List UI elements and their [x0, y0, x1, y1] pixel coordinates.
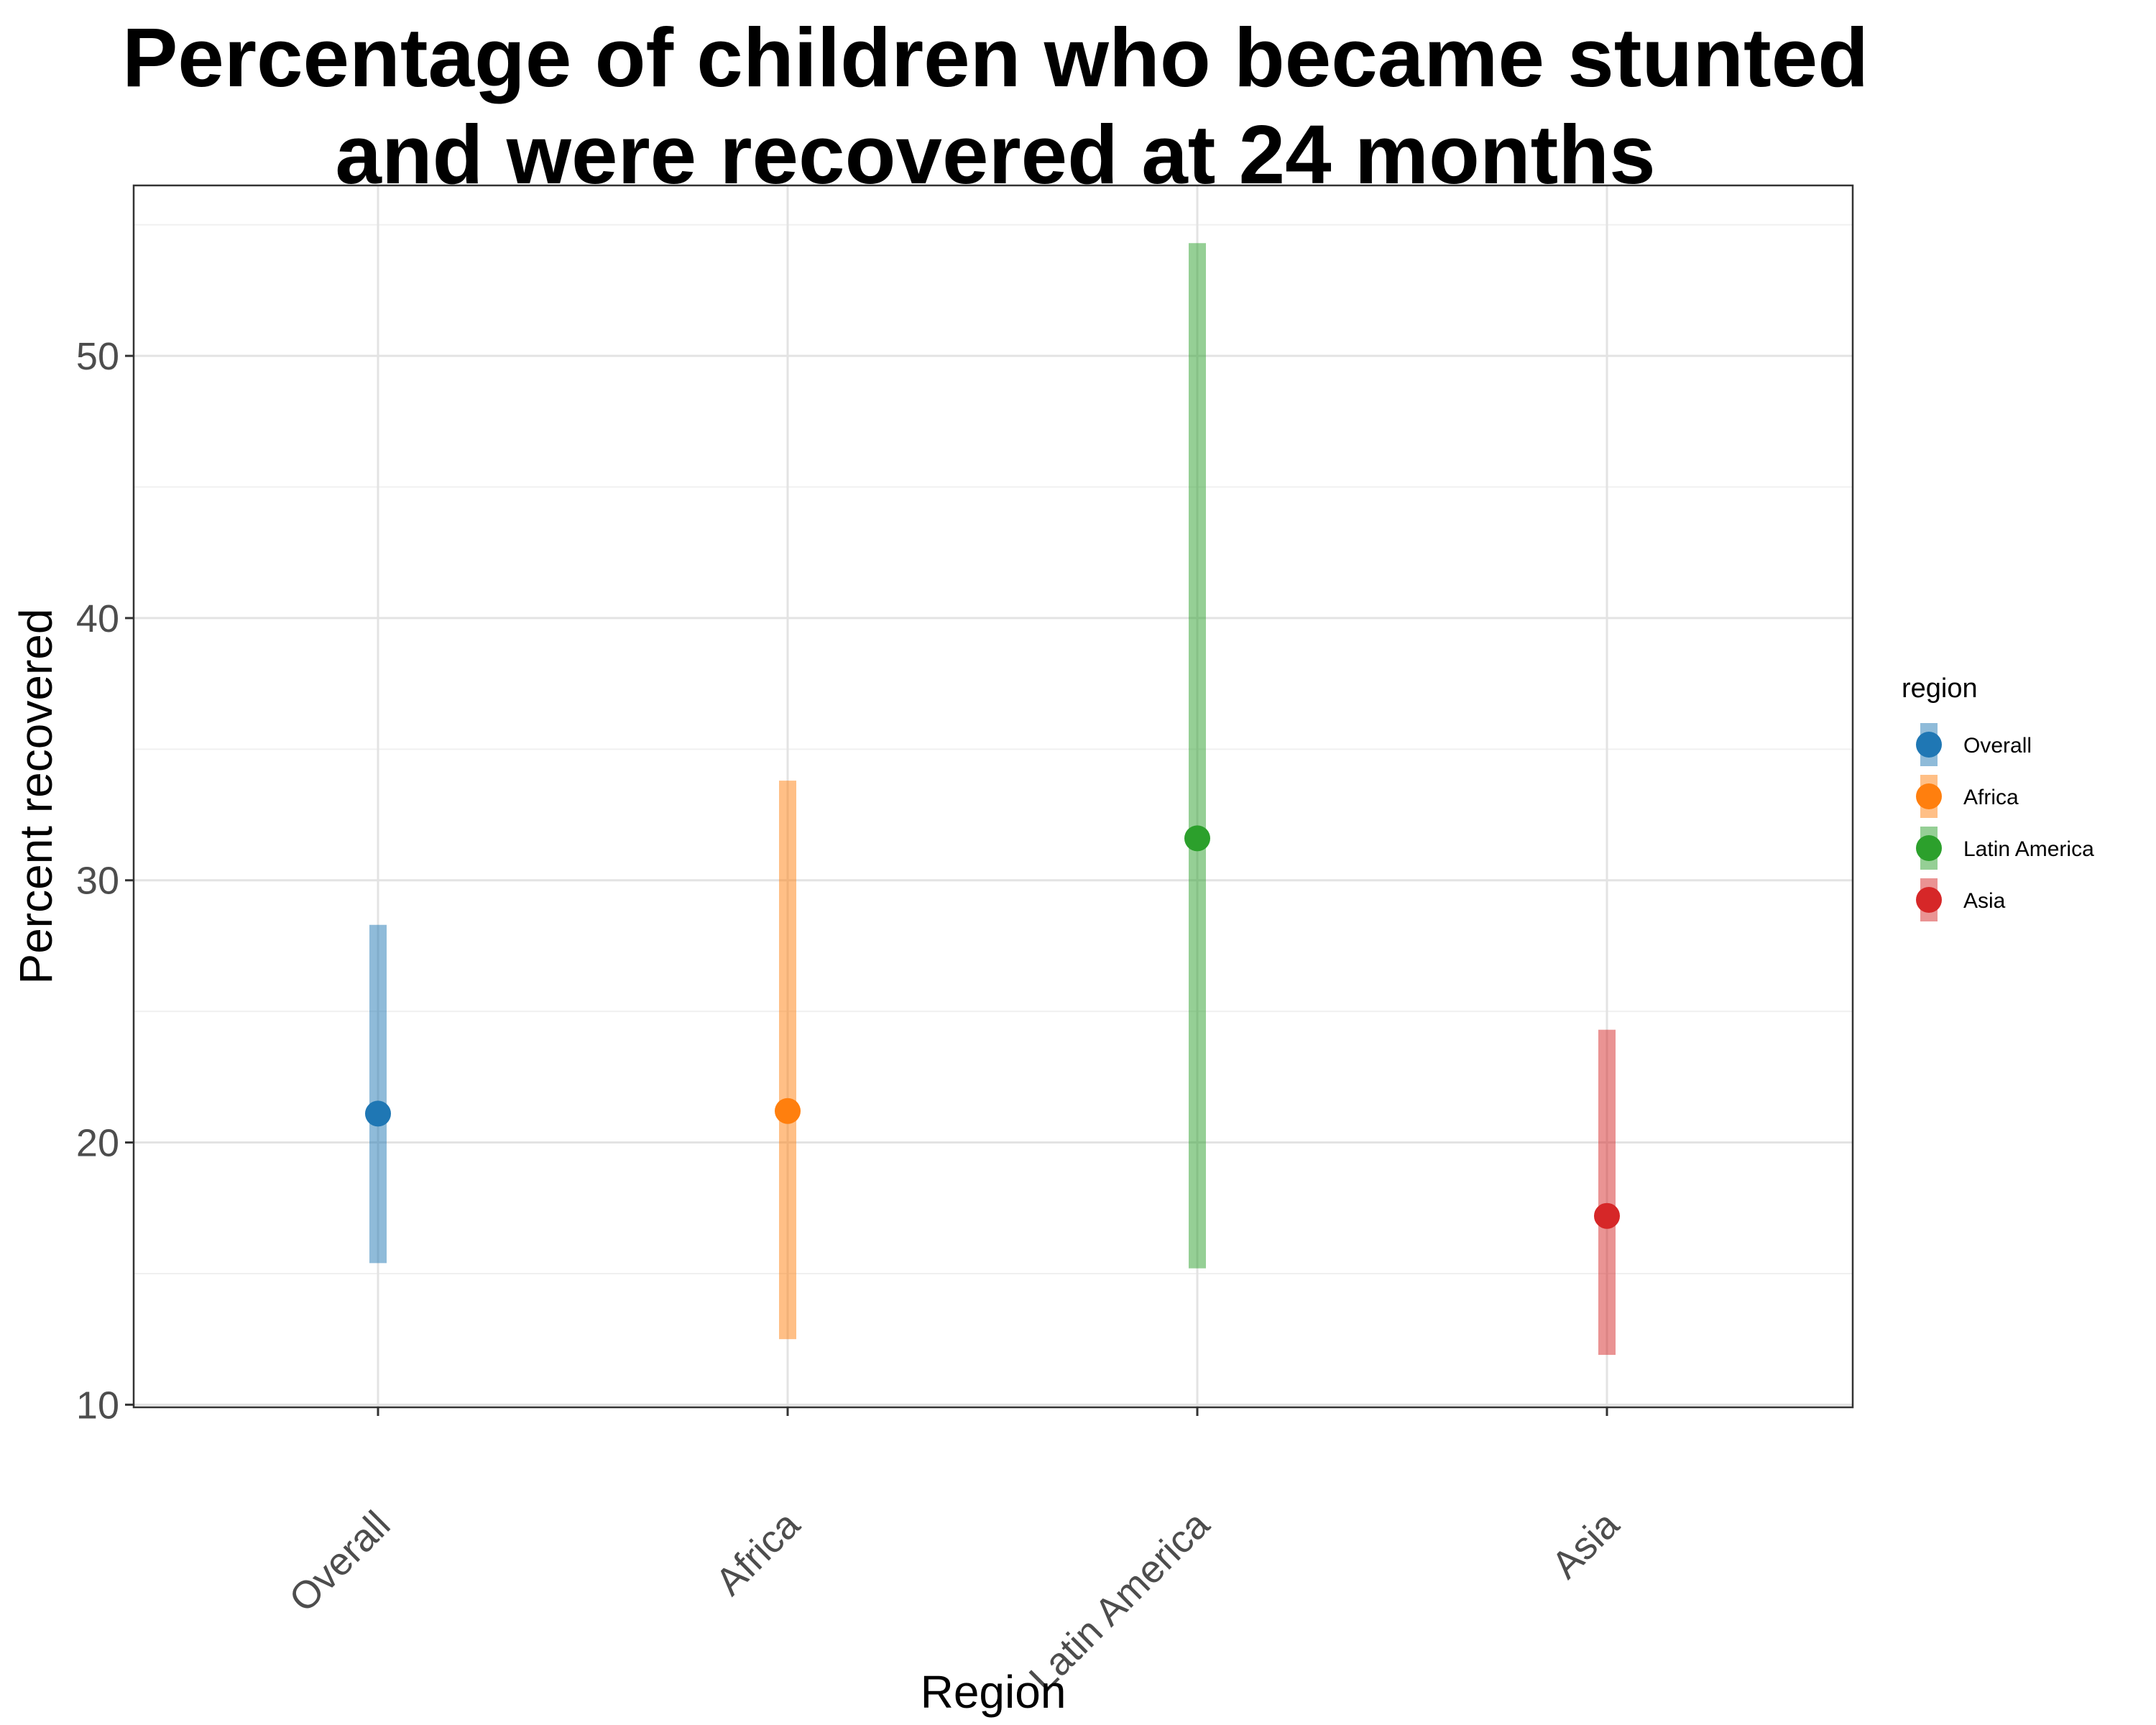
ci-bar-africa	[779, 781, 796, 1340]
legend-key-point	[1916, 835, 1942, 861]
legend-item-africa: Africa	[1916, 775, 2019, 818]
x-axis-title: Region	[921, 1666, 1067, 1718]
y-axis: 10 20 30 40 50	[76, 335, 134, 1427]
legend: region Overall Africa Latin America Asia	[1902, 673, 2094, 921]
point-africa	[775, 1098, 801, 1124]
ci-bar-overall	[369, 924, 387, 1264]
legend-key-point	[1916, 732, 1942, 758]
y-tick-label: 40	[76, 597, 119, 640]
y-tick-label: 30	[76, 860, 119, 903]
plot-panel-border	[132, 184, 1854, 1409]
legend-label: Africa	[1963, 786, 2019, 809]
y-tick-label: 50	[76, 335, 119, 378]
y-axis-title: Percent recovered	[10, 609, 62, 985]
chart-title-line-1: Percentage of children who became stunte…	[122, 11, 1869, 104]
legend-item-asia: Asia	[1916, 878, 2006, 921]
legend-key-point	[1916, 887, 1942, 913]
y-tick-label: 10	[76, 1384, 119, 1427]
point-overall	[365, 1100, 391, 1127]
point-latin-america	[1184, 825, 1210, 852]
legend-label: Asia	[1963, 889, 2006, 913]
legend-item-latin-america: Latin America	[1916, 827, 2094, 870]
point-asia	[1594, 1202, 1620, 1229]
chart-title-line-2: and were recovered at 24 months	[335, 108, 1655, 201]
legend-title: region	[1902, 673, 1978, 704]
legend-label: Latin America	[1963, 837, 2094, 861]
data-points	[365, 825, 1620, 1229]
legend-item-overall: Overall	[1916, 723, 2032, 766]
legend-key-point	[1916, 783, 1942, 809]
ci-bar-asia	[1598, 1029, 1616, 1356]
error-bars	[369, 243, 1616, 1356]
legend-label: Overall	[1963, 734, 2032, 758]
y-tick-label: 20	[76, 1122, 119, 1165]
legend-items: Overall Africa Latin America Asia	[1916, 723, 2094, 921]
chart-title: Percentage of children who became stunte…	[122, 11, 1869, 201]
ci-bar-latin-america	[1189, 243, 1206, 1269]
